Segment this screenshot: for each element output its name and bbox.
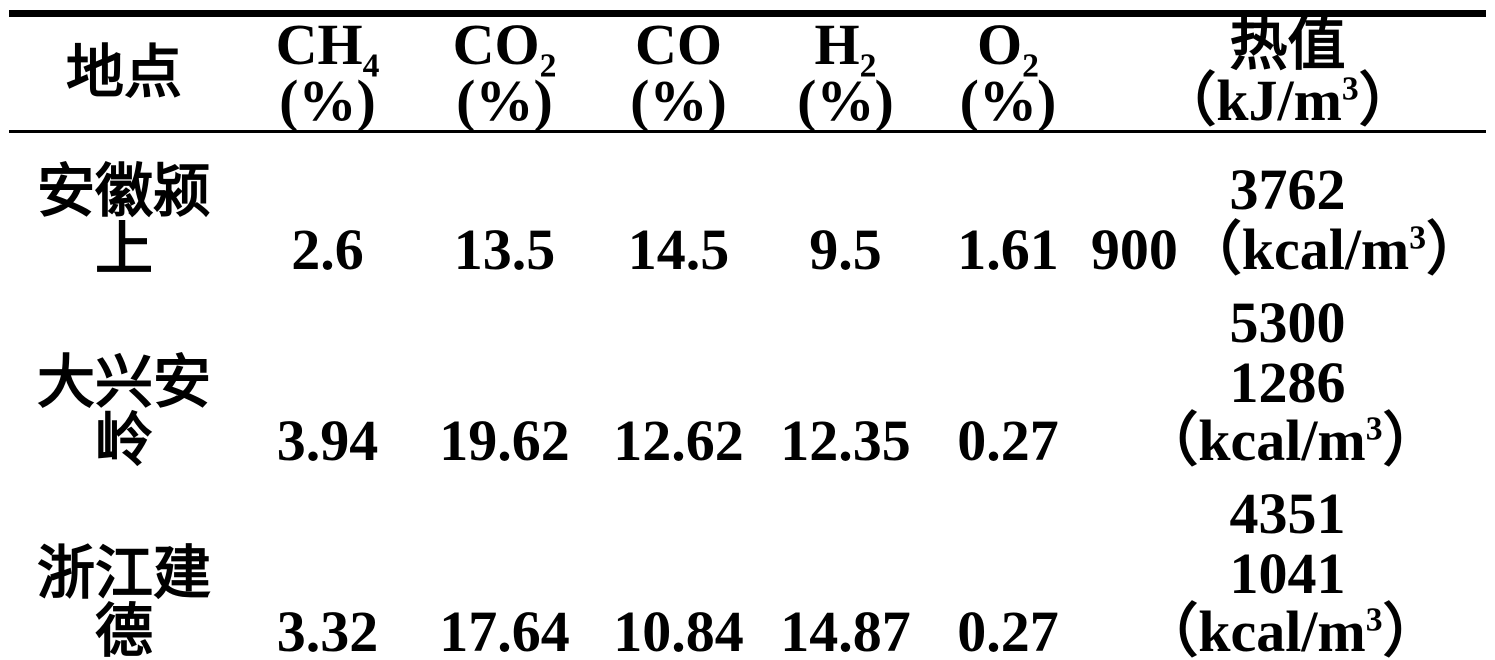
cell-r3-co: 10.84 [613,599,744,660]
heat-kj-value: 5300 [1229,290,1346,355]
superscript: 3 [1409,219,1427,257]
col-header-co2: CO2 (%) [416,12,593,134]
col-header-ch4: CH4 (%) [239,12,416,134]
subscript: 4 [362,47,380,85]
header-formula: CO2 [452,12,557,85]
cell-r3-o2: 0.27 [957,599,1059,660]
cell-r1-h2: 9.5 [809,217,882,282]
heat-kj-value: 4351 [1229,481,1346,547]
header-unit: (%) [279,68,376,134]
superscript: 3 [1365,410,1383,448]
header-unit: (%) [456,68,553,134]
superscript: 3 [1365,601,1383,639]
header-unit: (%) [797,68,894,134]
header-row: 地点 CH4 (%) CO2 (%) CO (%) H2 (%) [9,12,1486,134]
cell-r3-h2: 14.87 [780,599,911,660]
cell-r2-co2: 19.62 [439,408,570,474]
cell-r2-ch4: 3.94 [276,408,379,474]
header-formula: O2 [977,12,1039,85]
cell-r2-co: 12.62 [613,408,744,474]
superscript: 3 [1341,70,1359,108]
col-header-location: 地点 [9,17,239,133]
subscript: 2 [539,47,557,85]
cell-r1-o2: 1.61 [957,217,1059,282]
cell-r2-o2: 0.27 [957,408,1059,474]
header-unit: (%) [959,68,1057,134]
header-unit: (%) [630,68,727,134]
subscript: 2 [859,47,877,85]
document-table-sheet: 地点 CH4 (%) CO2 (%) CO (%) H2 (%) [9,10,1486,660]
header-formula: CH4 [275,12,380,85]
header-location-label: 地点 [65,40,182,106]
table-row-zhejiang-jiande: 浙江建德 3.32 17.64 10.84 14.87 0.27 4351 10… [9,481,1486,660]
cell-r3-ch4: 3.32 [276,599,379,660]
heat-kj-value: 3762 [1229,156,1346,222]
cell-r1-co: 14.5 [627,217,730,282]
header-heat-unit: （kJ/m3） [1158,68,1417,134]
header-heat-label: 热值 [1229,12,1346,77]
col-header-heat-value: 热值 （kJ/m3） [1089,12,1486,134]
cell-r2-h2: 12.35 [780,408,911,474]
cell-r3-heat-value: 4351 1041（kcal/m3） [1089,481,1486,660]
table-row-anhui-yingshang: 安徽颍上 2.6 13.5 14.5 9.5 1.61 3762 900（kca… [9,131,1486,295]
cell-r1-heat-value: 3762 900（kcal/m3） [1089,131,1486,295]
col-header-co: CO (%) [593,12,764,134]
cell-r1-location: 安徽颍上 [36,159,211,282]
subscript: 2 [1022,47,1039,85]
cell-r1-ch4: 2.6 [291,217,364,282]
header-formula: H2 [814,12,877,85]
heat-kcal-value: 1041（kcal/m3） [1140,541,1441,660]
heat-kcal-value: 900（kcal/m3） [1090,217,1485,282]
cell-r3-location: 浙江建德 [36,541,211,660]
heat-kcal-value: 1286（kcal/m3） [1140,350,1441,474]
cell-r2-heat-value: 5300 1286（kcal/m3） [1089,290,1486,486]
cell-r2-location: 大兴安岭 [36,350,211,474]
gas-composition-table: 地点 CH4 (%) CO2 (%) CO (%) H2 (%) [9,12,1486,660]
cell-r3-co2: 17.64 [439,599,570,660]
cell-r1-co2: 13.5 [453,217,556,282]
col-header-h2: H2 (%) [764,12,927,134]
col-header-o2: O2 (%) [927,12,1089,134]
header-formula: CO [635,12,722,77]
table-row-daxinganling: 大兴安岭 3.94 19.62 12.62 12.35 0.27 5300 12… [9,290,1486,486]
